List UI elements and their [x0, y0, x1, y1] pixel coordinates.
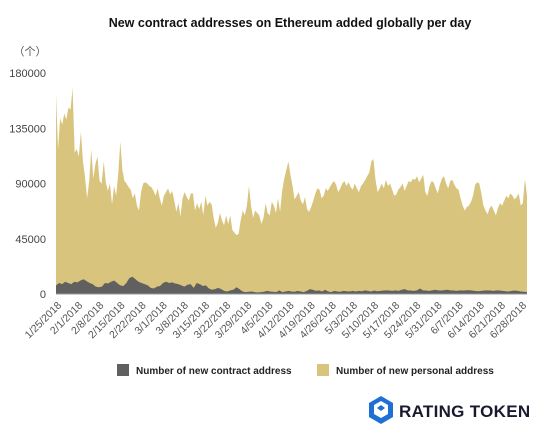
y-tick-label: 180000	[9, 68, 46, 80]
series-area-personal-address	[56, 87, 527, 294]
logo-text: RATING TOKEN	[399, 402, 530, 421]
series-area-contract-address	[56, 276, 527, 294]
y-tick-label: 0	[40, 289, 46, 301]
plot-area	[56, 87, 527, 295]
legend-swatch-personal-address	[317, 364, 329, 376]
y-tick-label: 45000	[15, 234, 46, 246]
legend-label-personal-address: Number of new personal address	[336, 366, 494, 377]
rating-token-logo-icon	[369, 396, 393, 424]
legend-label-contract-address: Number of new contract address	[136, 366, 292, 377]
y-tick-label: 135000	[9, 123, 46, 135]
x-axis: 1/25/20182/1/20182/8/20182/15/20182/22/2…	[23, 300, 530, 342]
legend-swatch-contract-address	[117, 364, 129, 376]
legend: Number of new contract address Number of…	[117, 364, 494, 377]
y-axis: 0 45000 90000 135000 180000	[9, 68, 46, 301]
rating-token-logo: RATING TOKEN	[369, 396, 530, 424]
chart-title: New contract addresses on Ethereum added…	[109, 16, 472, 30]
y-axis-unit: （个）	[14, 45, 47, 58]
y-tick-label: 90000	[15, 179, 46, 191]
